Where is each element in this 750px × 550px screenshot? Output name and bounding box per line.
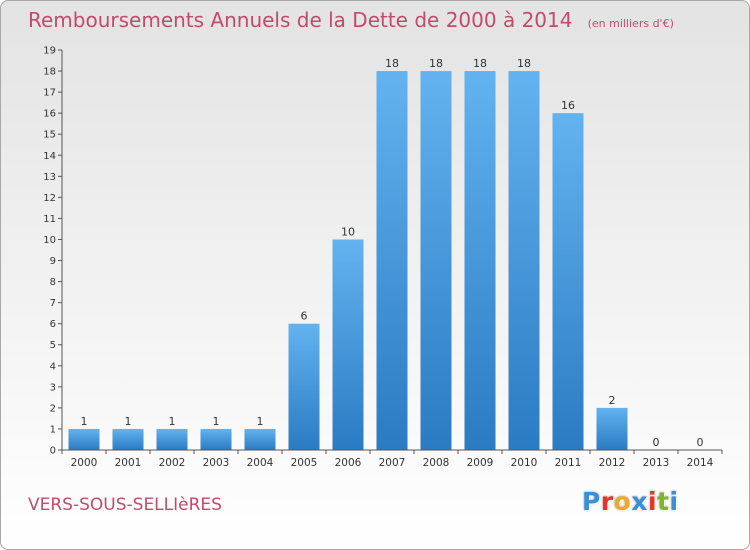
bar-value-label: 18: [517, 57, 531, 70]
x-tick-label: 2014: [687, 457, 714, 469]
bar-value-label: 0: [697, 436, 704, 449]
x-tick-label: 2001: [115, 457, 142, 469]
logo-letter: P: [582, 487, 601, 516]
y-tick-label: 15: [43, 130, 56, 141]
bar: [376, 71, 408, 450]
logo-letter: i: [648, 487, 658, 516]
proxiti-logo: Proxiti: [582, 487, 679, 516]
x-tick-label: 2003: [203, 457, 230, 469]
y-tick-label: 1: [50, 424, 56, 435]
y-tick-label: 3: [50, 382, 56, 393]
bar: [112, 428, 144, 450]
bar-value-label: 2: [609, 394, 616, 407]
logo-letter: x: [631, 487, 648, 516]
bar: [552, 113, 584, 450]
x-tick-label: 2006: [335, 457, 362, 469]
x-tick-label: 2011: [555, 457, 582, 469]
bar-value-label: 1: [213, 415, 220, 428]
bar: [464, 71, 496, 450]
bar: [596, 407, 628, 450]
bar-value-label: 10: [341, 225, 355, 238]
y-tick-label: 12: [43, 193, 56, 204]
x-tick-label: 2008: [423, 457, 450, 469]
bar: [288, 323, 320, 450]
y-tick-label: 4: [50, 361, 56, 372]
x-axis: 2000 2001 2002 2003 2004 2005 2006 2007 2008 2009…: [61, 449, 723, 469]
x-tick-label: 2005: [291, 457, 318, 469]
y-tick-label: 11: [43, 214, 56, 225]
y-tick-label: 17: [43, 88, 56, 99]
bar: [508, 71, 540, 450]
x-tick-label: 2004: [247, 457, 274, 469]
logo-letter: i: [669, 487, 679, 516]
bar-value-label: 1: [169, 415, 176, 428]
y-tick-label: 10: [43, 235, 56, 246]
x-tick-label: 2000: [71, 457, 98, 469]
bar: [156, 428, 188, 450]
y-tick-label: 16: [43, 109, 56, 120]
x-tick-label: 2007: [379, 457, 406, 469]
y-tick-label: 18: [43, 67, 56, 78]
bar-value-label: 18: [429, 57, 443, 70]
bar-value-label: 1: [257, 415, 264, 428]
bar-value-label: 18: [385, 57, 399, 70]
x-tick-label: 2002: [159, 457, 186, 469]
bar-value-label: 1: [125, 415, 132, 428]
y-tick-label: 5: [50, 340, 56, 351]
x-tick-label: 2009: [467, 457, 494, 469]
y-tick-label: 0: [50, 446, 56, 457]
city-name: VERS-SOUS-SELLIèRES: [28, 495, 222, 515]
x-tick-label: 2010: [511, 457, 538, 469]
bar: [200, 428, 232, 450]
bar-value-label: 1: [81, 415, 88, 428]
bar: [332, 239, 364, 450]
y-tick-label: 2: [50, 403, 56, 414]
bar-value-label: 18: [473, 57, 487, 70]
chart-unit: (en milliers d'€): [587, 17, 674, 30]
bar: [244, 428, 276, 450]
bar-value-label: 16: [561, 99, 575, 112]
chart-title-line: Remboursements Annuels de la Dette de 20…: [28, 8, 674, 32]
y-tick-label: 19: [43, 46, 56, 57]
bar-value-label: 0: [653, 436, 660, 449]
logo-letter: t: [657, 487, 670, 516]
logo-letter: r: [600, 487, 614, 516]
y-tick-label: 13: [43, 172, 56, 183]
y-tick-label: 8: [50, 277, 56, 288]
y-tick-label: 6: [50, 319, 56, 330]
chart-title: Remboursements Annuels de la Dette de 20…: [28, 8, 573, 32]
bar: [68, 428, 100, 450]
bar-value-label: 6: [301, 310, 308, 323]
x-tick-label: 2012: [599, 457, 626, 469]
y-tick-label: 9: [50, 256, 56, 267]
bar: [420, 71, 452, 450]
x-tick-label: 2013: [643, 457, 670, 469]
logo-letter: o: [613, 487, 632, 516]
y-tick-label: 14: [43, 151, 56, 162]
y-tick-label: 7: [50, 298, 56, 309]
